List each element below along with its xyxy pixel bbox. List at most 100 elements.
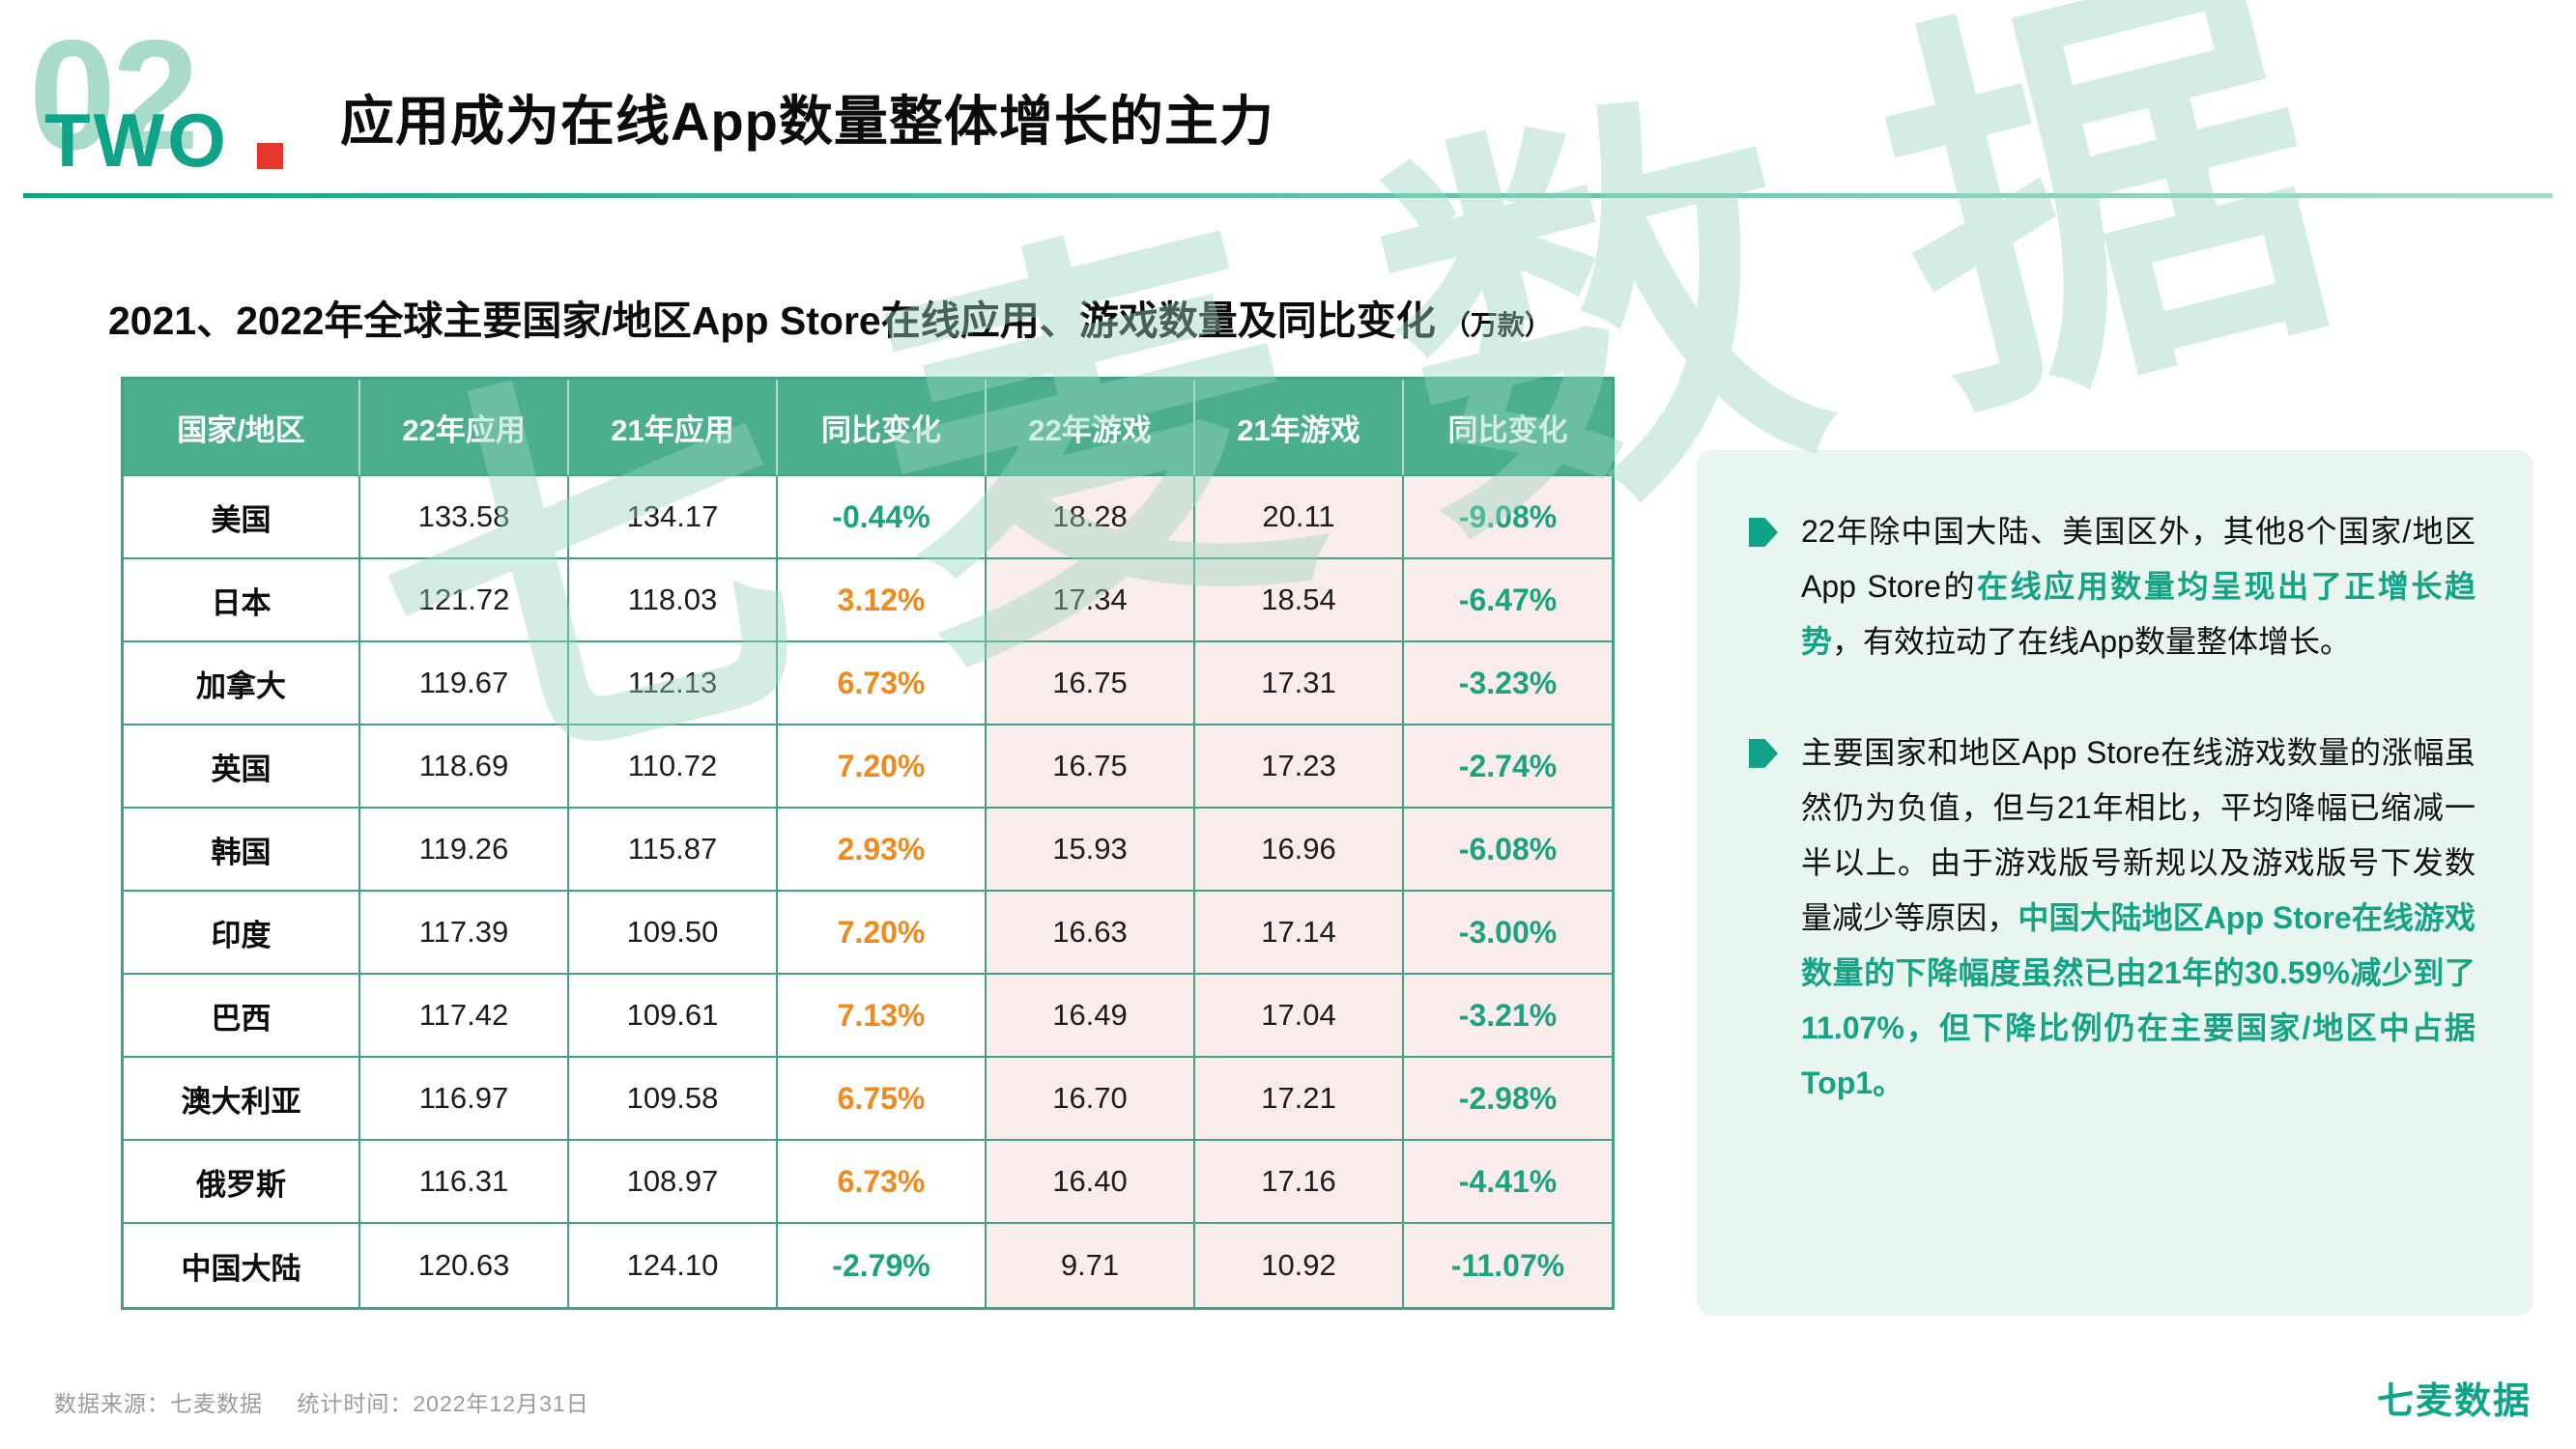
game-yoy-cell: -2.74%: [1404, 725, 1612, 809]
insight-text-1: 22年除中国大陆、美国区外，其他8个国家/地区App Store的在线应用数量均…: [1801, 504, 2476, 669]
game-2021-cell: 17.23: [1195, 725, 1404, 809]
game-2022-cell: 16.75: [987, 725, 1195, 809]
column-header-app-2021: 21年应用: [569, 380, 778, 476]
table-row: 中国大陆 120.63 124.10 -2.79% 9.71 10.92 -11.07%: [124, 1224, 1612, 1307]
game-2022-cell: 15.93: [987, 809, 1195, 892]
game-2021-cell: 17.04: [1195, 975, 1404, 1058]
game-yoy-cell: -9.08%: [1404, 476, 1612, 559]
game-2022-cell: 16.63: [987, 892, 1195, 975]
header-row: 国家/地区 22年应用 21年应用 同比变化 22年游戏 21年游戏 同比变化: [124, 380, 1612, 476]
game-yoy-cell: -2.98%: [1404, 1058, 1612, 1141]
insight-panel: 22年除中国大陆、美国区外，其他8个国家/地区App Store的在线应用数量均…: [1697, 450, 2533, 1316]
table-row: 俄罗斯 116.31 108.97 6.73% 16.40 17.16 -4.41%: [124, 1141, 1612, 1224]
red-square-decoration: [257, 143, 283, 169]
section-word: TWO: [44, 98, 229, 183]
column-header-app-2022: 22年应用: [360, 380, 569, 476]
table-row: 日本 121.72 118.03 3.12% 17.34 18.54 -6.47%: [124, 559, 1612, 642]
insight-1-pre: 22年除中国大陆、美国区外，其他8个国家/地区App Store的: [1801, 514, 2476, 604]
column-header-game-2022: 22年游戏: [987, 380, 1195, 476]
section-number: 02: [29, 8, 199, 183]
app-store-data-table: 国家/地区 22年应用 21年应用 同比变化 22年游戏 21年游戏 同比变化 …: [121, 377, 1615, 1310]
arrow-bullet-icon: [1749, 738, 1778, 768]
game-2021-cell: 16.96: [1195, 809, 1404, 892]
game-2021-cell: 17.31: [1195, 642, 1404, 725]
game-2021-cell: 10.92: [1195, 1224, 1404, 1307]
data-source-label: 数据来源：七麦数据: [54, 1391, 263, 1416]
insight-bullet-2: 主要国家和地区App Store在线游戏数量的涨幅虽然仍为负值，但与21年相比，…: [1749, 725, 2476, 1111]
region-cell: 加拿大: [124, 642, 360, 725]
table-row: 印度 117.39 109.50 7.20% 16.63 17.14 -3.00%: [124, 892, 1612, 975]
app-2022-cell: 116.31: [360, 1141, 569, 1224]
app-yoy-cell: 6.75%: [778, 1058, 987, 1141]
region-cell: 巴西: [124, 975, 360, 1058]
table-header: 国家/地区 22年应用 21年应用 同比变化 22年游戏 21年游戏 同比变化: [124, 380, 1612, 476]
app-2022-cell: 119.26: [360, 809, 569, 892]
game-2021-cell: 17.16: [1195, 1141, 1404, 1224]
table-row: 加拿大 119.67 112.13 6.73% 16.75 17.31 -3.23%: [124, 642, 1612, 725]
table-row: 英国 118.69 110.72 7.20% 16.75 17.23 -2.74%: [124, 725, 1612, 809]
insight-2-highlight: 中国大陆地区App Store在线游戏数量的下降幅度虽然已由21年的30.59%…: [1801, 899, 2476, 1100]
footer-source: 数据来源：七麦数据 统计时间：2022年12月31日: [54, 1385, 589, 1418]
game-2021-cell: 18.54: [1195, 559, 1404, 642]
region-cell: 美国: [124, 476, 360, 559]
region-cell: 俄罗斯: [124, 1141, 360, 1224]
table-row: 澳大利亚 116.97 109.58 6.75% 16.70 17.21 -2.98%: [124, 1058, 1612, 1141]
table-row: 韩国 119.26 115.87 2.93% 15.93 16.96 -6.08%: [124, 809, 1612, 892]
app-2021-cell: 109.58: [569, 1058, 778, 1141]
app-2021-cell: 134.17: [569, 476, 778, 559]
app-yoy-cell: 6.73%: [778, 1141, 987, 1224]
region-cell: 印度: [124, 892, 360, 975]
app-2021-cell: 115.87: [569, 809, 778, 892]
game-2022-cell: 16.49: [987, 975, 1195, 1058]
app-yoy-cell: 7.20%: [778, 892, 987, 975]
app-2021-cell: 108.97: [569, 1141, 778, 1224]
region-cell: 日本: [124, 559, 360, 642]
stat-time-label: 统计时间：2022年12月31日: [297, 1391, 589, 1416]
app-2021-cell: 118.03: [569, 559, 778, 642]
column-header-app-yoy: 同比变化: [778, 380, 987, 476]
game-2022-cell: 16.40: [987, 1141, 1195, 1224]
game-2021-cell: 20.11: [1195, 476, 1404, 559]
app-2022-cell: 133.58: [360, 476, 569, 559]
table-title-text: 2021、2022年全球主要国家/地区App Store在线应用、游戏数量及同比…: [108, 298, 1436, 343]
column-header-game-2021: 21年游戏: [1195, 380, 1404, 476]
app-2022-cell: 116.97: [360, 1058, 569, 1141]
arrow-bullet-icon: [1749, 518, 1778, 547]
app-2021-cell: 109.61: [569, 975, 778, 1058]
table-body: 美国 133.58 134.17 -0.44% 18.28 20.11 -9.08% 日本 12…: [124, 476, 1612, 1307]
app-yoy-cell: 7.13%: [778, 975, 987, 1058]
app-2022-cell: 117.42: [360, 975, 569, 1058]
app-2022-cell: 120.63: [360, 1224, 569, 1307]
app-2021-cell: 110.72: [569, 725, 778, 809]
game-2021-cell: 17.21: [1195, 1058, 1404, 1141]
insight-2-pre: 主要国家和地区App Store在线游戏数量的涨幅虽然仍为负值，但与21年相比，…: [1801, 734, 2476, 935]
app-yoy-cell: -2.79%: [778, 1224, 987, 1307]
table-row: 巴西 117.42 109.61 7.13% 16.49 17.04 -3.21%: [124, 975, 1612, 1058]
insight-1-highlight: 在线应用数量均呈现出了正增长趋势: [1801, 568, 2476, 659]
table-title-unit: （万款）: [1443, 310, 1552, 340]
game-2021-cell: 17.14: [1195, 892, 1404, 975]
section-badge: 02 TWO: [29, 17, 358, 201]
app-2022-cell: 121.72: [360, 559, 569, 642]
header-divider: [23, 193, 2553, 198]
game-2022-cell: 16.75: [987, 642, 1195, 725]
game-yoy-cell: -4.41%: [1404, 1141, 1612, 1224]
app-yoy-cell: -0.44%: [778, 476, 987, 559]
column-header-game-yoy: 同比变化: [1404, 380, 1612, 476]
region-cell: 中国大陆: [124, 1224, 360, 1307]
game-2022-cell: 9.71: [987, 1224, 1195, 1307]
game-yoy-cell: -3.21%: [1404, 975, 1612, 1058]
game-yoy-cell: -6.47%: [1404, 559, 1612, 642]
app-2021-cell: 124.10: [569, 1224, 778, 1307]
table-row: 美国 133.58 134.17 -0.44% 18.28 20.11 -9.08%: [124, 476, 1612, 559]
region-cell: 澳大利亚: [124, 1058, 360, 1141]
app-2022-cell: 118.69: [360, 725, 569, 809]
insight-1-post: ，有效拉动了在线App数量整体增长。: [1832, 623, 2351, 659]
game-yoy-cell: -6.08%: [1404, 809, 1612, 892]
app-yoy-cell: 2.93%: [778, 809, 987, 892]
game-2022-cell: 17.34: [987, 559, 1195, 642]
app-2022-cell: 117.39: [360, 892, 569, 975]
insight-text-2: 主要国家和地区App Store在线游戏数量的涨幅虽然仍为负值，但与21年相比，…: [1801, 725, 2476, 1111]
game-yoy-cell: -3.23%: [1404, 642, 1612, 725]
